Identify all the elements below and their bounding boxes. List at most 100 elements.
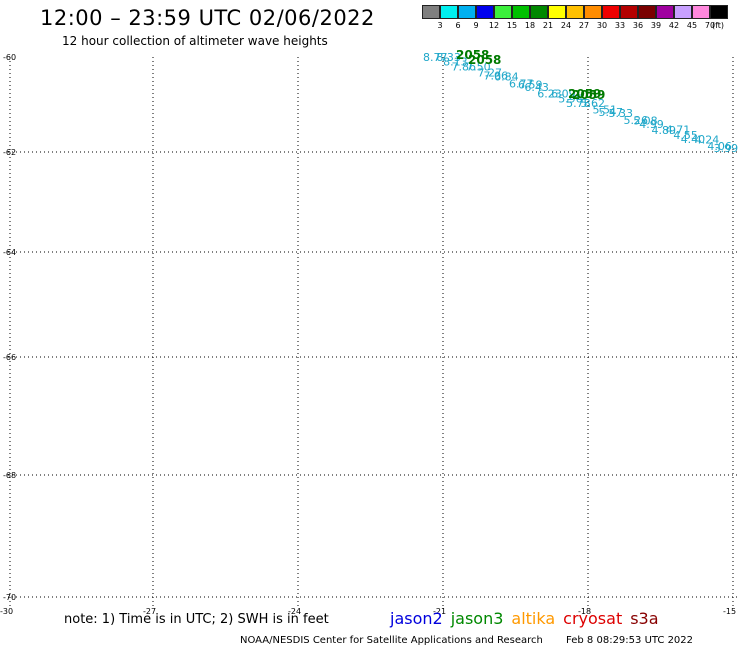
legend-label: 12 [488, 21, 500, 30]
legend-label: 6 [455, 21, 461, 30]
legend-label: 21 [542, 21, 554, 30]
wave-height-color-legend: 3 6 9 12 15 18 21 24 27 30 33 36 39 42 45 70 (ft) [422, 5, 728, 33]
page-title: 12:00 – 23:59 UTC 02/06/2022 [40, 6, 375, 30]
swh-value-label: 8.33 [436, 51, 461, 64]
swh-value-label: 7.86 [452, 61, 477, 74]
legend-label: 30 [596, 21, 608, 30]
longitude-label: -30 [0, 607, 13, 616]
swh-value-label: 8.77 [423, 51, 448, 64]
map-grid [8, 57, 740, 606]
latitude-labels: -60 -62 -64 -66 -68 -70 [3, 53, 16, 602]
swh-value-label: 6.59 [518, 78, 543, 91]
swh-value-label: 5.47 [599, 106, 624, 119]
legend-swatch [458, 5, 476, 19]
legend-swatch [440, 5, 458, 19]
legend-label: 42 [668, 21, 680, 30]
swh-value-label: 5.78 [566, 97, 591, 110]
satellite-jason2: jason2 [390, 609, 443, 628]
swh-value-label: 6.23 [537, 88, 562, 101]
altimeter-track: 8.778.338.137.867.507.277.066.846.776.59… [423, 51, 738, 155]
swh-value-label: 5.33 [609, 107, 634, 120]
longitude-label: -18 [578, 607, 591, 616]
longitude-label: -15 [723, 607, 736, 616]
legend-swatch [584, 5, 602, 19]
swh-value-label: 6.43 [524, 81, 549, 94]
legend-label: 70 [704, 21, 716, 30]
longitude-label: -24 [288, 607, 301, 616]
legend-label: 9 [473, 21, 479, 30]
legend-swatch [422, 5, 440, 19]
footer: NOAA/NESDIS Center for Satellite Applica… [240, 635, 713, 646]
latitude-label: -70 [3, 593, 16, 602]
page-subtitle: 12 hour collection of altimeter wave hei… [62, 34, 328, 48]
swh-value-label: 6.77 [509, 77, 534, 90]
legend-swatch [512, 5, 530, 19]
legend-swatch [710, 5, 728, 19]
legend-swatch [530, 5, 548, 19]
legend-swatch [620, 5, 638, 19]
satellite-altika: altika [511, 609, 556, 628]
swh-value-label: 5.96 [558, 92, 583, 105]
legend-swatch [548, 5, 566, 19]
legend-swatch [656, 5, 674, 19]
footer-timestamp: Feb 8 08:29:53 UTC 2022 [566, 635, 694, 646]
pass-id-label: 2059 [572, 88, 605, 102]
legend-label: 45 [686, 21, 698, 30]
legend-swatch [476, 5, 494, 19]
swh-value-label: 8.13 [443, 55, 468, 68]
swh-value-label: 6.84 [494, 70, 518, 83]
legend-label: 3 [437, 21, 443, 30]
swh-value-label: 5.51 [593, 103, 618, 116]
swh-value-label: 4.40 [681, 133, 706, 146]
legend-label: 18 [524, 21, 536, 30]
swh-value-label: 7.06 [484, 70, 509, 83]
longitude-label: -27 [143, 607, 156, 616]
pass-id-label: 2058 [468, 53, 501, 67]
legend-swatch [674, 5, 692, 19]
legend-label: 24 [560, 21, 572, 30]
swh-value-label: 7.50 [466, 60, 491, 73]
legend-label: 33 [614, 21, 626, 30]
swh-value-label: 7.27 [478, 67, 503, 80]
pass-id-label: 2059 [568, 87, 601, 101]
swh-value-label: 6.09 [551, 87, 576, 100]
swh-value-label: 4.06 [707, 140, 732, 153]
latitude-label: -62 [3, 148, 16, 157]
legend-label: 15 [506, 21, 518, 30]
legend-label: 39 [650, 21, 662, 30]
legend-swatches [422, 5, 728, 19]
legend-swatch [602, 5, 620, 19]
satellite-legend: jason2 jason3 altika cryosat s3a [390, 609, 667, 628]
latitude-label: -64 [3, 248, 16, 257]
swh-value-label: 5.26 [624, 114, 649, 127]
swh-value-label: 4.71 [666, 124, 691, 137]
latitude-label: -68 [3, 471, 16, 480]
legend-unit: (ft) [711, 21, 725, 30]
latitude-label: -66 [3, 353, 16, 362]
swh-value-label: 4.55 [673, 129, 698, 142]
legend-swatch [494, 5, 512, 19]
satellite-cryosat: cryosat [563, 609, 623, 628]
note-text: note: 1) Time is in UTC; 2) SWH is in fe… [64, 612, 329, 627]
longitude-labels: -30 -27 -24 -21 -18 -15 [0, 607, 736, 616]
satellite-s3a: s3a [630, 609, 659, 628]
swh-value-label: 4.24 [695, 133, 720, 146]
legend-swatch [692, 5, 710, 19]
swh-value-label: 5.62 [581, 97, 606, 110]
swh-value-label: 4.99 [639, 118, 664, 131]
pass-id-label: 2058 [456, 48, 489, 62]
legend-swatch [638, 5, 656, 19]
swh-value-label: 3.99 [714, 142, 739, 155]
longitude-label: -21 [433, 607, 446, 616]
latitude-label: -60 [3, 53, 16, 62]
swh-value-label: 5.08 [633, 115, 658, 128]
swh-value-label: 4.89 [652, 124, 677, 137]
legend-label: 27 [578, 21, 590, 30]
legend-swatch [566, 5, 584, 19]
legend-label: 36 [632, 21, 644, 30]
legend-labels: 3 6 9 12 15 18 21 24 27 30 33 36 39 42 45 70 (ft) [422, 21, 728, 33]
footer-org: NOAA/NESDIS Center for Satellite Applica… [240, 635, 543, 646]
satellite-jason3: jason3 [450, 609, 504, 628]
